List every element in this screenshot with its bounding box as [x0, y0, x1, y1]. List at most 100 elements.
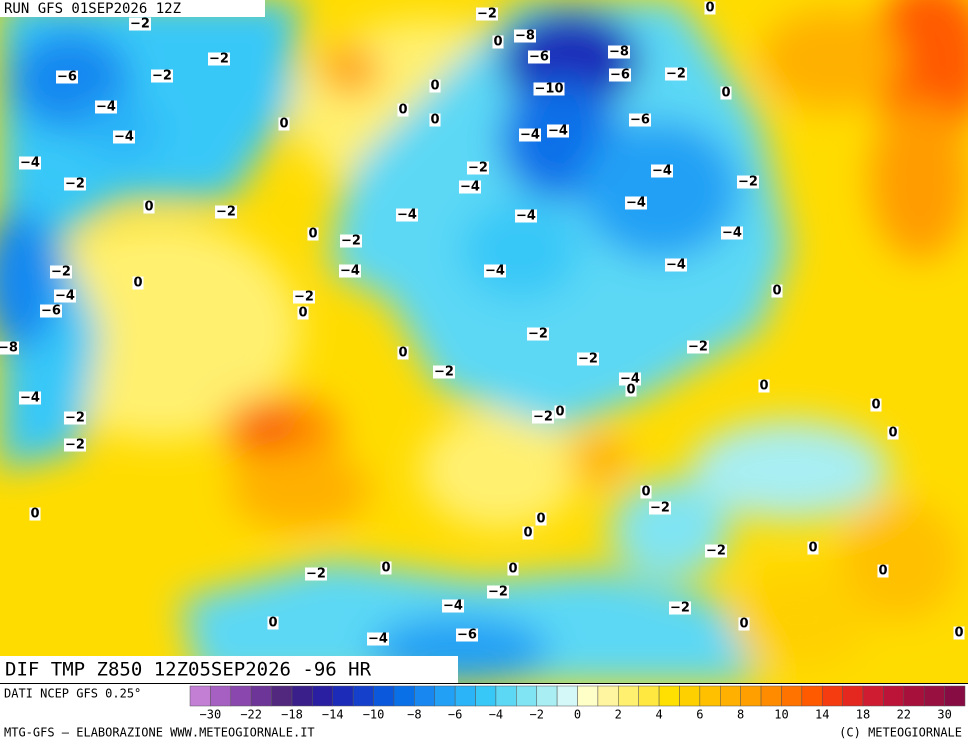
contour-label: 0 [954, 626, 963, 641]
label-bg [267, 616, 279, 630]
contour-label: 0 [536, 512, 545, 527]
contour-label: 0 [133, 276, 142, 291]
contour-label: −4 [96, 100, 116, 115]
label-bg [807, 541, 819, 555]
color-swatch [414, 685, 435, 707]
label-bg [608, 45, 630, 59]
label-bg [95, 100, 117, 114]
colorbar-label: 2 [615, 708, 622, 722]
contour-label: −4 [548, 124, 568, 139]
label-bg [705, 544, 727, 558]
contour-label: −4 [443, 599, 463, 614]
colorbar-label: −10 [363, 708, 385, 722]
label-bg [771, 284, 783, 298]
label-bg [547, 124, 569, 138]
label-bg [50, 265, 72, 279]
label-bg [151, 69, 173, 83]
title-box [0, 656, 458, 683]
map-title: DIF TMP Z850 12Z05SEP2026 -96 HR [5, 659, 372, 681]
contour-label: −2 [434, 365, 454, 380]
contour-label: −2 [341, 234, 361, 249]
label-bg [492, 35, 504, 49]
color-swatch [434, 685, 456, 707]
label-bg [665, 258, 687, 272]
colorbar-label: 10 [774, 708, 788, 722]
label-bg [429, 113, 441, 127]
label-bg [554, 405, 566, 419]
color-swatch [516, 685, 537, 707]
color-swatch [454, 685, 476, 707]
label-bg [380, 561, 392, 575]
color-swatch [679, 685, 701, 707]
contour-label: −8 [609, 45, 629, 60]
label-bg [129, 17, 151, 31]
color-swatch [923, 685, 945, 707]
contour-label: 0 [555, 405, 564, 420]
color-swatch [720, 685, 741, 707]
colorbar-label: 8 [737, 708, 744, 722]
contour-label: −4 [652, 164, 672, 179]
label-bg [456, 628, 478, 642]
color-swatch [862, 685, 884, 707]
contour-label: 0 [508, 562, 517, 577]
contour-label: −6 [41, 304, 61, 319]
color-swatch [250, 685, 272, 707]
contour-label: −2 [209, 52, 229, 67]
label-bg [305, 567, 327, 581]
label-bg [40, 304, 62, 318]
color-swatch [495, 685, 517, 707]
contour-label: −4 [368, 632, 388, 647]
label-bg [397, 103, 409, 117]
color-swatch [760, 685, 782, 707]
label-bg [484, 264, 506, 278]
colorbar-label: 0 [574, 708, 581, 722]
contour-label: −2 [666, 67, 686, 82]
colorbar-label: −4 [489, 708, 503, 722]
label-bg [887, 426, 899, 440]
label-bg [758, 379, 770, 393]
contour-label: −4 [485, 264, 505, 279]
contour-label: −2 [738, 175, 758, 190]
contour-label: −2 [152, 69, 172, 84]
contour-label: −2 [488, 585, 508, 600]
color-swatch [618, 685, 639, 707]
contour-label: 0 [430, 79, 439, 94]
contour-label: 0 [398, 103, 407, 118]
color-swatch [475, 685, 497, 707]
colorbar-label: 22 [897, 708, 911, 722]
label-bg [533, 82, 565, 96]
contour-label: −6 [529, 50, 549, 65]
label-bg [467, 161, 489, 175]
contour-label: −4 [520, 128, 540, 143]
contour-label: 0 [759, 379, 768, 394]
label-bg [649, 501, 671, 515]
label-bg [442, 599, 464, 613]
label-bg [507, 562, 519, 576]
label-bg [113, 130, 135, 144]
contour-label: −8 [515, 29, 535, 44]
label-bg [704, 1, 716, 15]
contour-label: 0 [626, 383, 635, 398]
contour-label: 0 [523, 526, 532, 541]
contour-label: 0 [878, 564, 887, 579]
label-bg [625, 196, 647, 210]
contour-label: 0 [30, 507, 39, 522]
label-bg [340, 234, 362, 248]
contour-label: −2 [533, 410, 553, 425]
label-bg [528, 50, 550, 64]
color-swatch [740, 685, 762, 707]
label-bg [476, 7, 498, 21]
color-swatch [393, 685, 415, 707]
copyright: (C) METEOGIORNALE [839, 726, 962, 740]
contour-label: −2 [130, 17, 150, 32]
contour-label: −10 [535, 82, 564, 97]
contour-label: −4 [460, 180, 480, 195]
label-bg [720, 86, 732, 100]
contour-label: −2 [688, 340, 708, 355]
colorbar-label: −6 [448, 708, 462, 722]
label-bg [19, 156, 41, 170]
label-bg [527, 327, 549, 341]
label-bg [629, 113, 651, 127]
